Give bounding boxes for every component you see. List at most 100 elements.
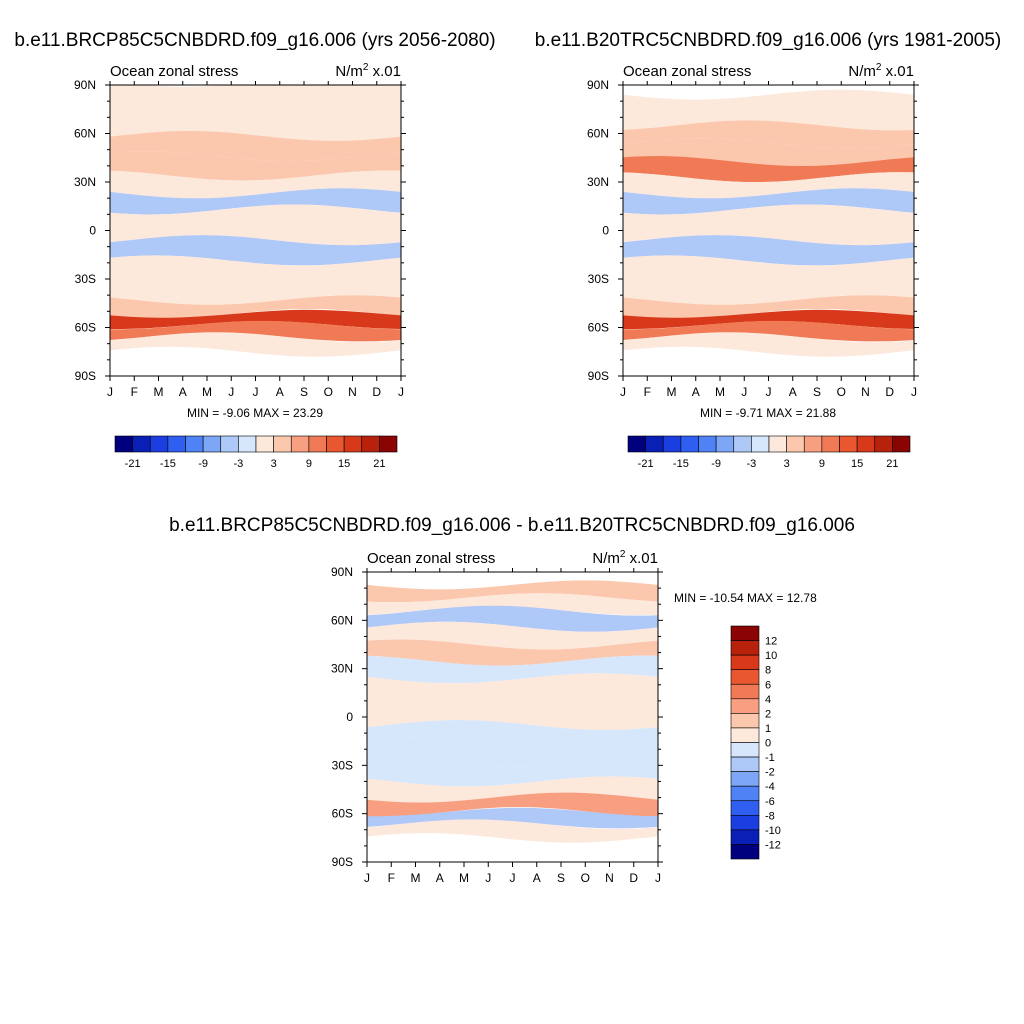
colorbar-label: -1 bbox=[765, 752, 775, 764]
colorbar-swatch bbox=[730, 625, 760, 641]
field-band bbox=[110, 219, 401, 246]
colorbar-swatch bbox=[730, 669, 760, 685]
field-band bbox=[110, 188, 401, 215]
colorbar-label: -6 bbox=[765, 796, 775, 808]
y-tick-label: 60N bbox=[331, 613, 353, 627]
colorbar-swatch bbox=[220, 435, 239, 453]
x-tick-label: J bbox=[485, 871, 491, 885]
y-tick-label: 0 bbox=[602, 224, 609, 238]
colorbar-label: 15 bbox=[851, 458, 863, 470]
field-band bbox=[367, 639, 658, 666]
colorbar-label: 15 bbox=[338, 458, 350, 470]
x-tick-label: F bbox=[388, 871, 395, 885]
colorbar-swatch bbox=[730, 654, 760, 670]
y-tick-label: 30N bbox=[587, 175, 609, 189]
colorbar-label: 9 bbox=[819, 458, 825, 470]
colorbar-label: -10 bbox=[765, 825, 781, 837]
x-tick-label: J bbox=[253, 385, 259, 399]
field-band bbox=[110, 131, 401, 162]
colorbar-swatch bbox=[202, 435, 222, 453]
y-tick-label: 60N bbox=[74, 127, 96, 141]
panel-3-units: N/m2 x.01 bbox=[592, 549, 658, 567]
colorbar-swatch bbox=[768, 435, 787, 453]
x-tick-label: D bbox=[629, 871, 638, 885]
colorbar-swatch bbox=[821, 435, 840, 453]
colorbar-label: -9 bbox=[711, 458, 721, 470]
x-tick-label: J bbox=[741, 385, 747, 399]
y-tick-label: 90N bbox=[587, 78, 609, 92]
colorbar-swatch bbox=[730, 713, 760, 729]
colorbar-swatch bbox=[751, 435, 770, 453]
field-band bbox=[367, 705, 658, 730]
x-tick-label: N bbox=[348, 385, 357, 399]
x-tick-label: F bbox=[644, 385, 651, 399]
colorbar-swatch bbox=[379, 435, 398, 453]
field-band bbox=[110, 276, 401, 305]
x-tick-label: S bbox=[300, 385, 308, 399]
field-band bbox=[110, 91, 401, 120]
x-tick-label: S bbox=[813, 385, 821, 399]
colorbar-swatch bbox=[273, 435, 292, 453]
x-tick-label: J bbox=[510, 871, 516, 885]
x-tick-label: J bbox=[766, 385, 772, 399]
field-band bbox=[110, 255, 401, 287]
field-band bbox=[110, 309, 401, 329]
panel-3-axes: J F M A M J J A S O N D J 90N 60N 30N 0 30S 60S 90S bbox=[331, 565, 663, 885]
field-band bbox=[367, 605, 658, 632]
colorbar-swatch bbox=[114, 435, 133, 453]
field-band bbox=[110, 320, 401, 342]
colorbar-label: 12 bbox=[765, 636, 777, 648]
field-band bbox=[367, 580, 658, 603]
colorbar-swatch bbox=[132, 435, 151, 453]
colorbar-label: -8 bbox=[765, 810, 775, 822]
colorbar-label: -15 bbox=[160, 458, 176, 470]
colorbar-swatch bbox=[645, 435, 664, 453]
colorbar-label: -3 bbox=[746, 458, 756, 470]
field-band bbox=[367, 757, 658, 787]
colorbar-label: -3 bbox=[233, 458, 243, 470]
colorbar-swatch bbox=[839, 435, 858, 453]
colorbar-swatch bbox=[167, 435, 186, 453]
field-band bbox=[623, 320, 914, 342]
x-tick-label: A bbox=[533, 871, 541, 885]
colorbar-swatch bbox=[255, 435, 274, 453]
y-tick-label: 30N bbox=[331, 662, 353, 676]
x-tick-label: M bbox=[154, 385, 164, 399]
field-band bbox=[367, 807, 658, 829]
colorbar-label: 21 bbox=[373, 458, 385, 470]
x-tick-label: N bbox=[861, 385, 870, 399]
panel-1-field bbox=[110, 85, 401, 376]
panel-1-title: b.e11.BRCP85C5CNBDRD.f09_g16.006 (yrs 20… bbox=[14, 30, 495, 51]
panel-2: b.e11.B20TRC5CNBDRD.f09_g16.006 (yrs 198… bbox=[535, 30, 1001, 470]
x-tick-label: A bbox=[179, 385, 187, 399]
panel-2-axes: J F M A M J J A S O N D J 90N 60N 30N 0 30S 60S 90S bbox=[587, 78, 919, 399]
x-tick-label: J bbox=[911, 385, 917, 399]
field-band bbox=[623, 235, 914, 266]
y-tick-label: 0 bbox=[89, 224, 96, 238]
field-band bbox=[367, 776, 658, 803]
x-tick-label: A bbox=[436, 871, 444, 885]
y-tick-label: 30S bbox=[588, 272, 609, 286]
field-band bbox=[623, 255, 914, 287]
panel-2-units: N/m2 x.01 bbox=[848, 62, 914, 80]
colorbar-swatch bbox=[680, 435, 699, 453]
field-band bbox=[623, 295, 914, 319]
colorbar-swatch bbox=[730, 785, 760, 802]
field-band bbox=[367, 737, 658, 768]
panel-3-title: b.e11.BRCP85C5CNBDRD.f09_g16.006 - b.e11… bbox=[169, 515, 855, 536]
colorbar-swatch bbox=[730, 756, 760, 772]
colorbar-swatch bbox=[730, 727, 760, 743]
x-tick-label: F bbox=[131, 385, 138, 399]
x-tick-label: J bbox=[398, 385, 404, 399]
colorbar-label: -21 bbox=[638, 458, 654, 470]
colorbar-swatch bbox=[856, 435, 876, 453]
field-band bbox=[110, 204, 401, 229]
y-tick-label: 30N bbox=[74, 175, 96, 189]
colorbar-label: -2 bbox=[765, 767, 775, 779]
panel-1-stats: MIN = -9.06 MAX = 23.29 bbox=[187, 406, 323, 420]
y-tick-label: 60S bbox=[588, 321, 609, 335]
field-band bbox=[110, 85, 401, 102]
colorbar-label: -21 bbox=[125, 458, 141, 470]
